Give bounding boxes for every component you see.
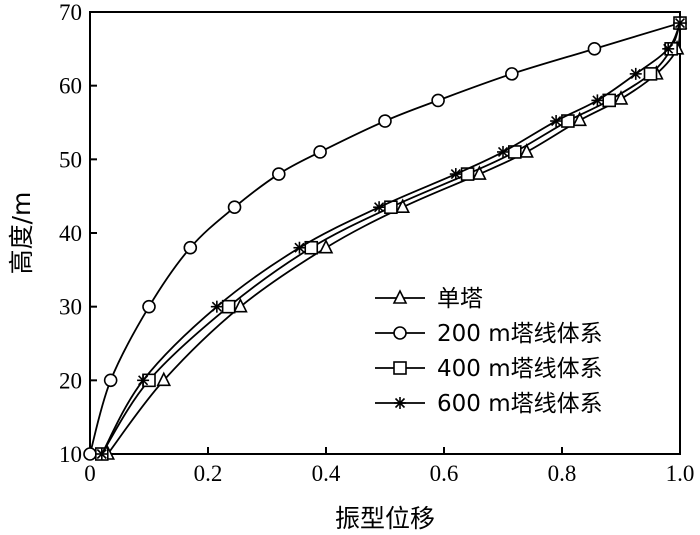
series-layer bbox=[83, 14, 688, 461]
legend-label: 单塔 bbox=[437, 286, 483, 312]
data-point bbox=[227, 200, 242, 215]
data-point bbox=[83, 447, 97, 461]
series-star bbox=[95, 17, 686, 460]
data-point bbox=[183, 240, 198, 255]
data-point bbox=[210, 300, 223, 313]
y-tick-label: 70 bbox=[59, 0, 82, 25]
x-axis-ticks: 0 0.2 0.4 0.6 0.8 1.0 bbox=[84, 447, 694, 486]
x-axis-title: 振型位移 bbox=[335, 504, 435, 533]
legend-item: 400 m塔线体系 bbox=[375, 356, 603, 382]
data-point bbox=[318, 238, 334, 254]
legend-label: 200 m塔线体系 bbox=[437, 321, 603, 347]
data-point bbox=[103, 373, 118, 388]
x-tick-label: 0.6 bbox=[430, 461, 459, 486]
y-axis-ticks: 10 20 30 40 50 60 70 bbox=[59, 0, 97, 467]
data-point bbox=[519, 143, 534, 158]
data-point bbox=[271, 167, 286, 181]
legend-marker bbox=[394, 397, 406, 409]
data-point bbox=[221, 299, 236, 314]
legend-marker bbox=[393, 326, 407, 340]
data-point bbox=[497, 145, 509, 158]
data-point bbox=[643, 67, 658, 81]
data-point bbox=[233, 297, 248, 313]
data-point bbox=[293, 241, 306, 254]
data-point bbox=[373, 201, 386, 214]
legend-item: 200 m塔线体系 bbox=[375, 321, 603, 347]
legend-item: 600 m塔线体系 bbox=[375, 391, 603, 417]
data-point bbox=[449, 168, 462, 181]
y-tick-label: 50 bbox=[59, 147, 82, 172]
data-point bbox=[142, 299, 156, 314]
data-point bbox=[313, 145, 327, 159]
data-point bbox=[629, 67, 642, 80]
data-point bbox=[156, 371, 172, 387]
data-point bbox=[587, 42, 602, 56]
data-point bbox=[431, 93, 445, 108]
legend-marker bbox=[392, 289, 408, 304]
legend-item: 单塔 bbox=[375, 286, 483, 312]
y-axis-title: 高度/m bbox=[7, 192, 36, 275]
series-line bbox=[89, 22, 681, 455]
data-point bbox=[395, 198, 410, 214]
series-line bbox=[101, 22, 681, 455]
data-point bbox=[662, 42, 675, 55]
data-point bbox=[674, 17, 686, 30]
x-tick-label: 0 bbox=[84, 461, 96, 486]
data-point bbox=[137, 374, 150, 387]
x-tick-label: 0.2 bbox=[194, 461, 223, 486]
data-point bbox=[572, 111, 587, 127]
y-tick-label: 30 bbox=[59, 295, 82, 320]
y-tick-label: 60 bbox=[59, 74, 82, 99]
y-tick-label: 10 bbox=[59, 442, 82, 467]
data-point bbox=[550, 115, 563, 128]
data-point bbox=[95, 448, 108, 460]
series-line bbox=[101, 22, 681, 455]
legend-marker bbox=[393, 361, 407, 375]
legend: 单塔 200 m塔线体系 400 m塔线体系 600 m塔线体系 bbox=[375, 286, 603, 417]
legend-label: 400 m塔线体系 bbox=[437, 356, 603, 382]
y-tick-label: 40 bbox=[59, 221, 82, 246]
data-point bbox=[613, 90, 629, 105]
legend-label: 600 m塔线体系 bbox=[437, 391, 603, 417]
plot-border bbox=[89, 11, 681, 455]
x-tick-label: 0.4 bbox=[312, 461, 341, 486]
data-point bbox=[591, 94, 604, 107]
x-tick-label: 1.0 bbox=[666, 461, 695, 486]
data-point bbox=[472, 165, 487, 180]
data-point bbox=[378, 114, 392, 128]
x-tick-label: 0.8 bbox=[548, 461, 577, 486]
plot-frame bbox=[89, 11, 681, 455]
y-tick-label: 20 bbox=[59, 368, 82, 393]
data-point bbox=[505, 67, 519, 81]
series-line bbox=[106, 22, 681, 455]
